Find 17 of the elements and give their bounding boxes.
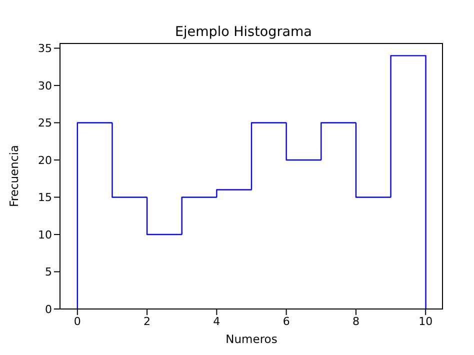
y-axis-title: Frecuencia — [7, 145, 22, 207]
y-tick-label: 35 — [38, 42, 52, 56]
y-tick-label: 5 — [45, 266, 52, 279]
y-tick-label: 15 — [38, 191, 52, 204]
y-tick-label: 10 — [38, 228, 52, 242]
x-tick-label: 0 — [74, 314, 81, 328]
y-tick-label: 25 — [38, 116, 52, 130]
x-tick-label: 10 — [418, 314, 433, 328]
y-tick-label: 20 — [38, 154, 52, 167]
x-tick-label: 4 — [213, 314, 220, 328]
y-tick-label: 0 — [45, 302, 52, 316]
x-tick-label: 8 — [352, 314, 360, 328]
x-tick-label: 2 — [144, 314, 151, 328]
y-tick-label: 30 — [38, 79, 52, 92]
x-axis-title: Numeros — [226, 332, 278, 346]
chart-title: Ejemplo Histograma — [174, 24, 313, 40]
x-tick-label: 6 — [282, 314, 290, 328]
